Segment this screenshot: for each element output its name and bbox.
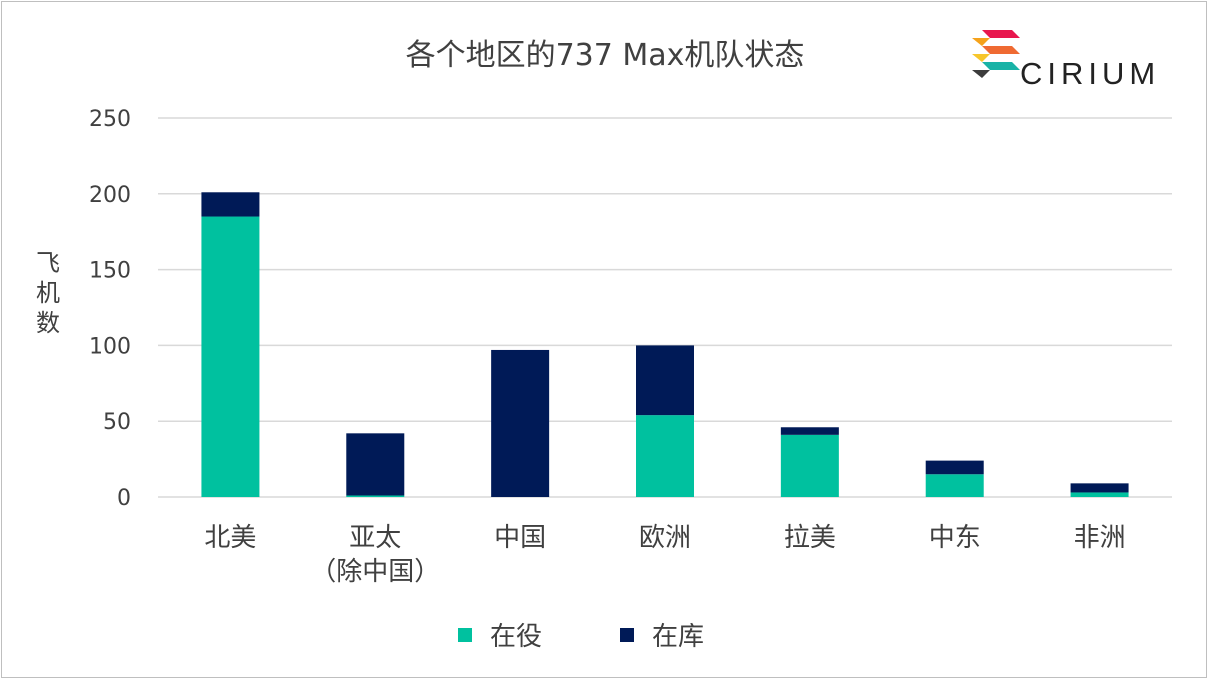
y-tick-label: 250 (89, 107, 131, 132)
bar-segment (780, 434, 839, 497)
x-tick-label: （除中国） (310, 557, 440, 587)
y-tick-label: 50 (103, 410, 131, 435)
legend-item: 在库 (620, 616, 704, 653)
legend-swatch (620, 627, 634, 642)
legend-label: 在库 (652, 622, 705, 652)
y-axis-label: 飞机数 (30, 248, 66, 338)
bar-segment (636, 415, 694, 497)
legend-swatch (458, 627, 472, 642)
bar-segment (925, 474, 984, 497)
chart-title: 各个地区的737 Max机队状态 (405, 38, 805, 73)
bar-segment (925, 460, 984, 475)
y-axis-label-char: 飞 (36, 249, 60, 277)
bar-segment (201, 216, 260, 498)
bar-segment (346, 433, 405, 496)
bar-segment (1070, 492, 1129, 497)
legend-label: 在役 (490, 622, 543, 652)
y-axis-label-char: 机 (36, 279, 60, 307)
x-tick-label: 亚太 (349, 523, 401, 553)
cirium-logo: CIRIUM (968, 26, 1178, 96)
legend: 在役 在库 (0, 616, 1210, 652)
bar-segment (1070, 483, 1129, 493)
x-tick-label: 中国 (494, 523, 546, 553)
bar-segment (346, 495, 405, 497)
y-tick-label: 0 (117, 486, 131, 511)
y-tick-label: 150 (89, 259, 131, 284)
x-tick-label: 欧洲 (639, 523, 691, 553)
x-tick-label: 中东 (929, 523, 981, 553)
bar-segment (780, 427, 839, 435)
x-tick-label: 北美 (204, 523, 256, 553)
x-tick-label: 非洲 (1074, 523, 1126, 553)
bar-segment (201, 192, 260, 217)
cirium-logo-mark-icon (972, 30, 1020, 78)
cirium-logo-text: CIRIUM (1020, 56, 1161, 91)
y-axis-label-char: 数 (36, 309, 60, 337)
y-tick-label: 100 (89, 334, 131, 359)
legend-item: 在役 (458, 616, 542, 653)
bar-segment (491, 349, 550, 497)
y-tick-label: 200 (89, 183, 131, 208)
x-tick-label: 拉美 (784, 523, 836, 553)
bar-segment (636, 345, 694, 416)
